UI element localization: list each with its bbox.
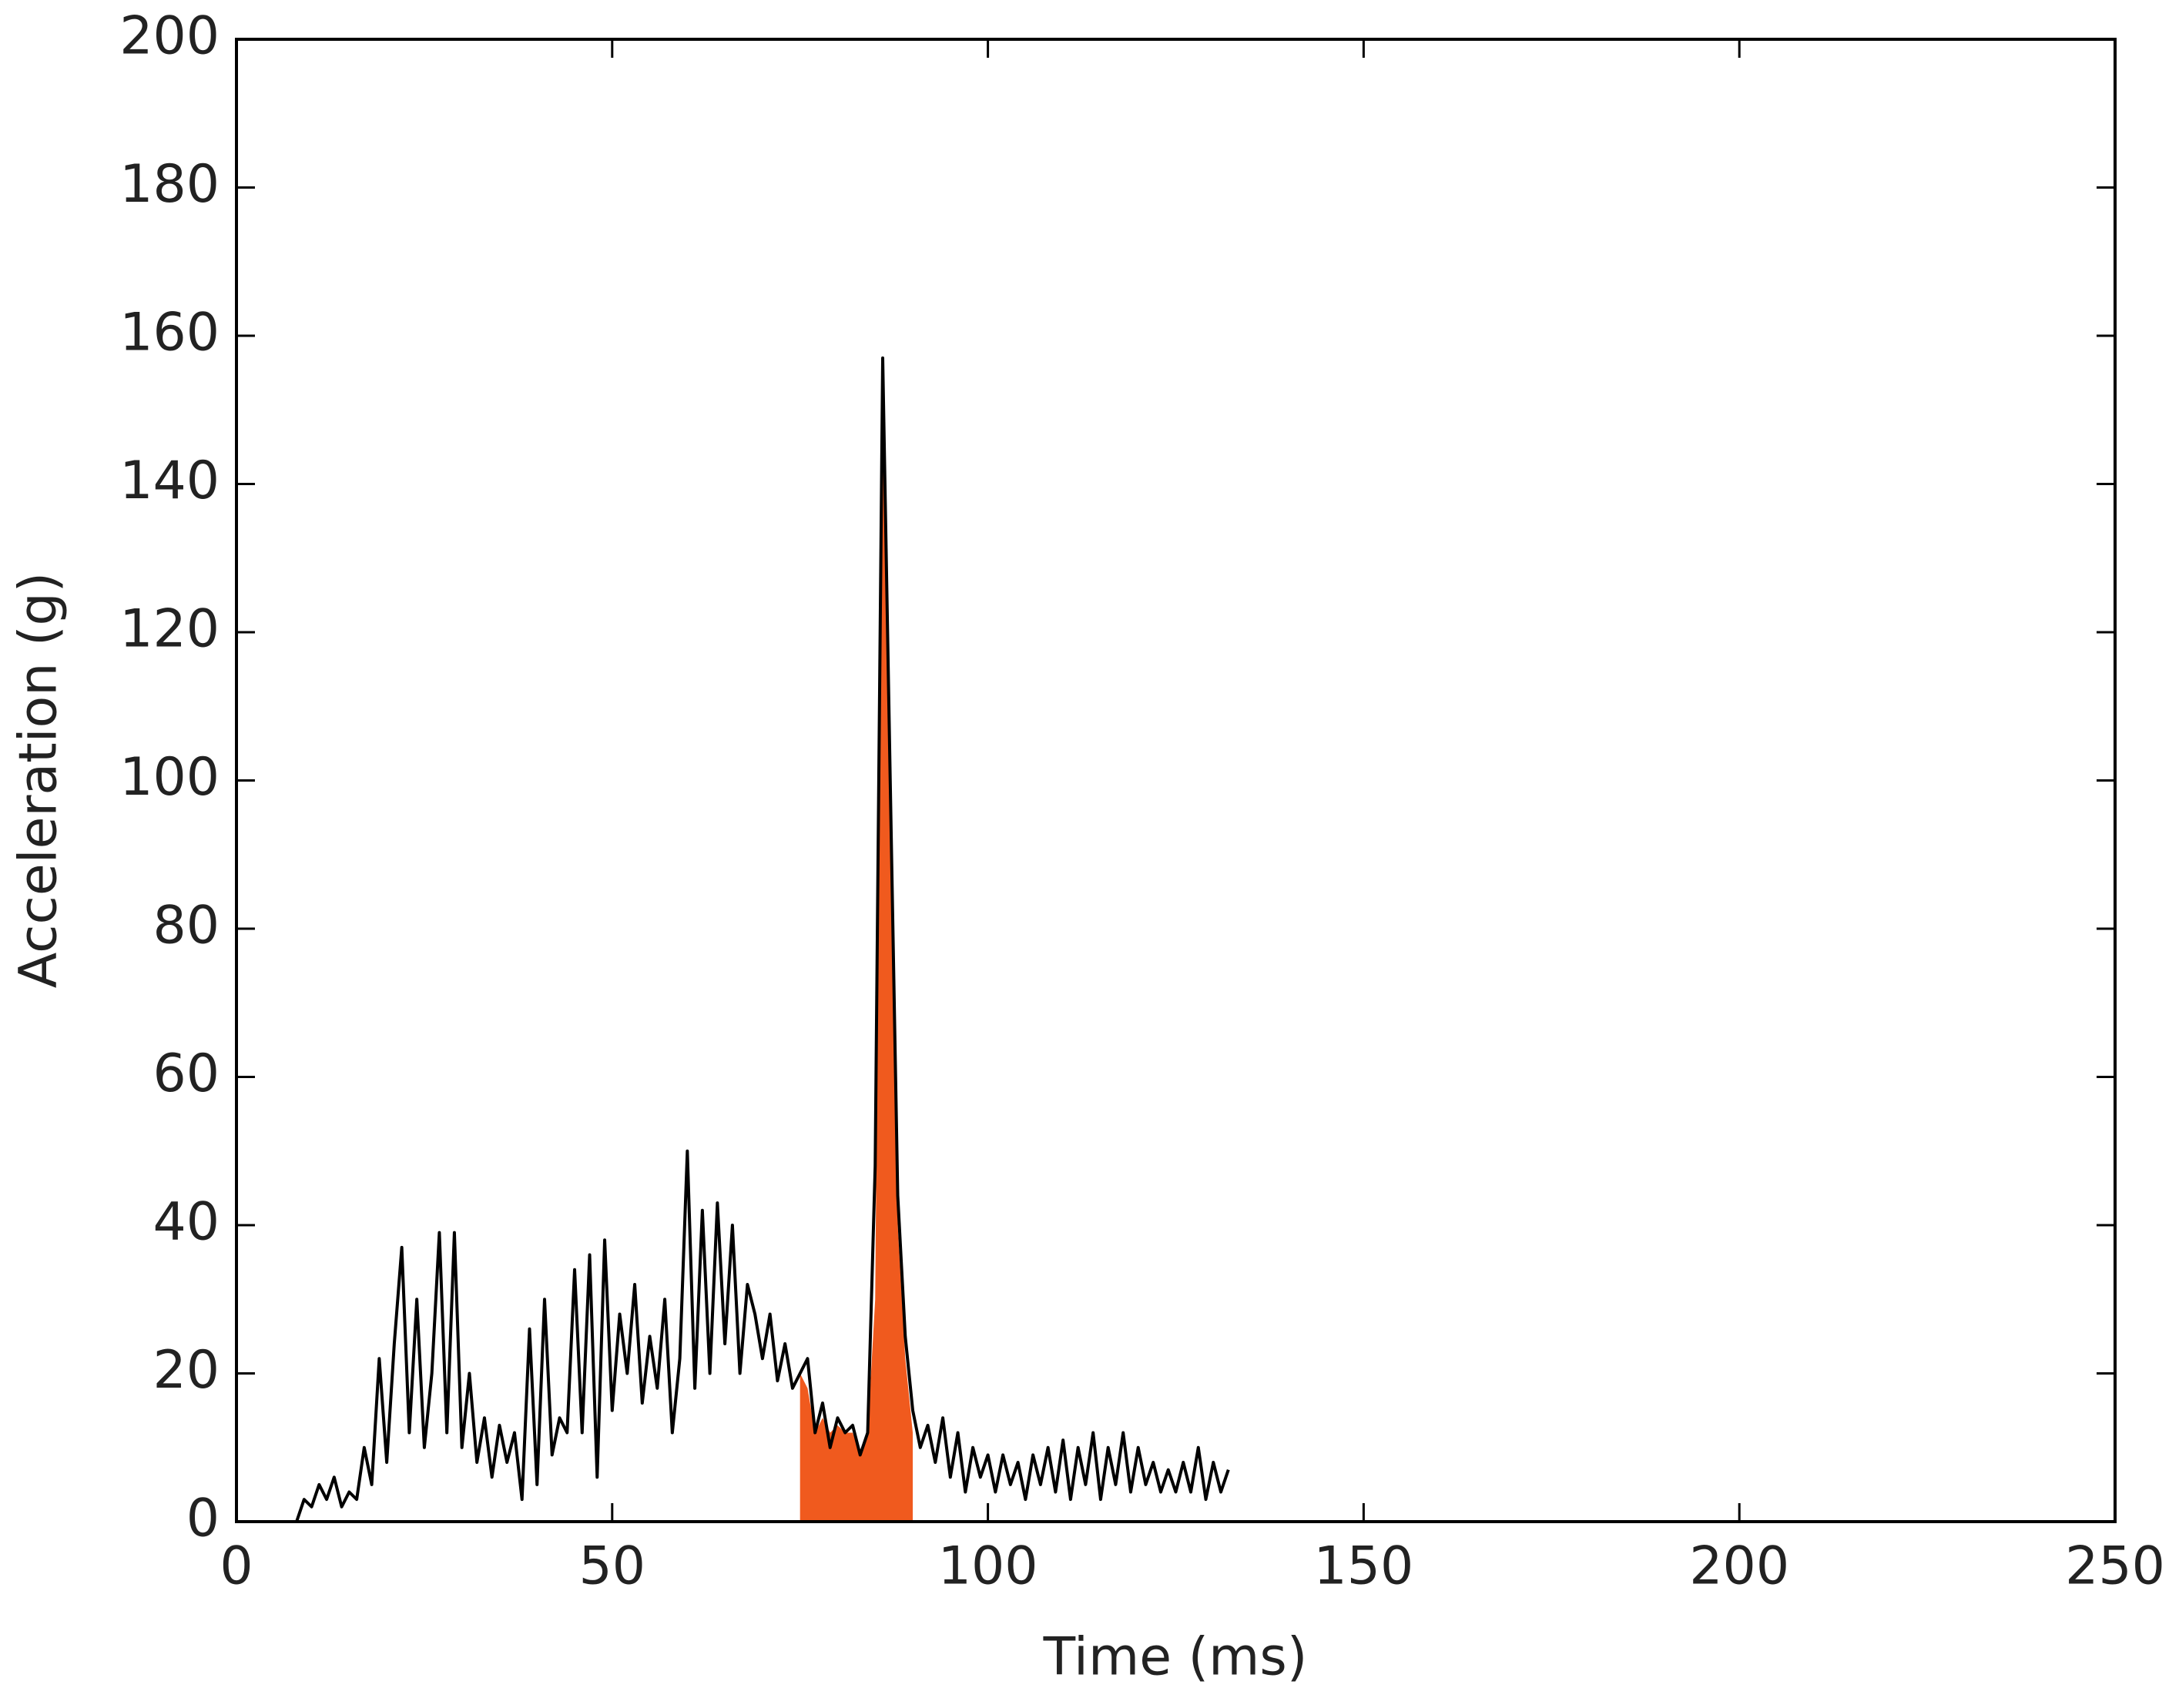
y-tick-label: 100	[119, 747, 220, 808]
y-tick-label: 80	[153, 896, 220, 956]
x-tick-label: 200	[1689, 1536, 1789, 1597]
y-tick-label: 180	[119, 154, 220, 215]
x-tick-label: 100	[938, 1536, 1038, 1597]
y-tick-label: 140	[119, 450, 220, 511]
y-tick-label: 200	[119, 6, 220, 67]
y-tick-label: 60	[153, 1043, 220, 1104]
area	[800, 395, 914, 1522]
x-axis-label: Time (ms)	[1043, 1627, 1308, 1688]
x-tick-label: 0	[220, 1536, 253, 1597]
x-tick-label: 250	[2065, 1536, 2165, 1597]
line	[236, 356, 1230, 1523]
plot-frame	[235, 38, 2117, 1523]
y-tick-label: 120	[119, 599, 220, 660]
x-tick-label: 150	[1314, 1536, 1414, 1597]
y-tick-label: 20	[153, 1340, 220, 1401]
y-tick-label: 0	[186, 1489, 220, 1549]
y-axis-label: Acceleration (g)	[8, 572, 69, 988]
y-tick-label: 160	[119, 303, 220, 363]
y-tick-label: 40	[153, 1192, 220, 1253]
x-tick-label: 50	[579, 1536, 646, 1597]
